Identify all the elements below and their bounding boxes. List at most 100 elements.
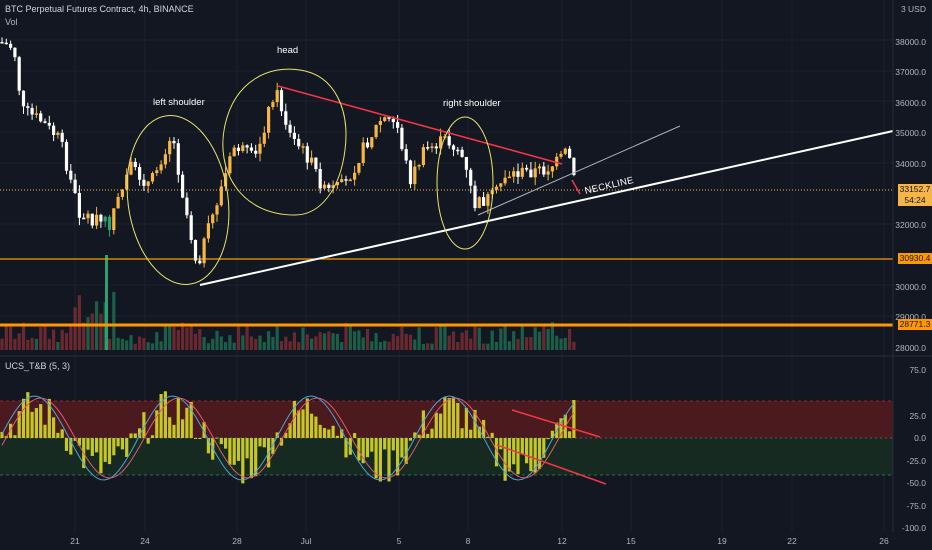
volume-bar [228, 335, 232, 350]
candle-body [310, 157, 314, 163]
candle-body [318, 168, 322, 189]
osc-bar [236, 438, 241, 461]
volume-bar [537, 331, 542, 350]
volume-bar [353, 331, 357, 350]
price-tick: 35000.0 [895, 128, 926, 138]
candle-body [512, 171, 516, 177]
volume-bar [572, 341, 576, 350]
osc-slow-line [1, 397, 575, 479]
osc-bar [430, 428, 434, 438]
candle-body [133, 161, 137, 168]
volume-bar [120, 338, 124, 350]
osc-bar [357, 438, 361, 461]
candle-body [129, 161, 133, 175]
candle-body [30, 107, 34, 115]
volume-bar [555, 335, 559, 350]
currency-label[interactable]: 3 USD [900, 4, 926, 14]
osc-bar [26, 392, 30, 438]
candle-body [284, 111, 288, 125]
volume-bar [125, 340, 129, 350]
volume-bar [292, 332, 296, 350]
candle-body [426, 147, 430, 149]
candle-body [473, 185, 477, 209]
price-candles[interactable] [0, 37, 576, 268]
head-outline [222, 68, 347, 216]
volume-bar [267, 331, 271, 350]
volume-label[interactable]: Vol [5, 17, 18, 27]
candle-body [112, 208, 116, 231]
volume-bar [391, 333, 395, 350]
volume-bar [189, 324, 193, 350]
volume-bar [314, 336, 318, 350]
right-shoulder-label[interactable]: right shoulder [443, 98, 501, 109]
osc-bar [464, 407, 468, 438]
volume-bar [198, 329, 202, 350]
osc-bar [572, 399, 576, 438]
volume-bar [421, 343, 425, 350]
candle-body [322, 184, 327, 189]
candle-body [391, 118, 395, 123]
volume-bar [322, 333, 327, 350]
candle-body [43, 121, 47, 123]
osc-bar [176, 398, 180, 438]
osc-bar [120, 438, 124, 450]
osc-bar [507, 438, 511, 472]
volume-bar [327, 331, 331, 350]
volume-bar [426, 343, 430, 350]
candle-body [168, 140, 172, 155]
volume-bar [69, 323, 73, 350]
candle-body [60, 132, 64, 142]
time-tick: 8 [465, 536, 471, 546]
osc-tick: 0.0 [914, 433, 926, 443]
candle-body [0, 42, 4, 44]
volume-bar [344, 322, 348, 350]
volume-bar [82, 322, 86, 350]
head-label[interactable]: head [277, 45, 299, 56]
volume-bar [262, 342, 266, 350]
osc-bar [56, 432, 60, 438]
osc-bar [116, 438, 120, 447]
indicator-title[interactable]: UCS_T&B (5, 3) [5, 361, 71, 371]
volume-bar [219, 336, 223, 350]
volume-bar [305, 334, 309, 350]
osc-bar [361, 438, 365, 464]
volume-bar [447, 335, 451, 350]
candle-body [267, 106, 271, 133]
volume-bar [546, 328, 550, 350]
bar-countdown-badge: 54:24 [898, 195, 932, 206]
osc-bar [318, 424, 322, 438]
symbol-title[interactable]: BTC Perpetual Futures Contract, 4h, BINA… [5, 4, 194, 14]
volume-bar [370, 341, 374, 350]
candle-body [486, 194, 490, 206]
osc-bar [99, 438, 103, 474]
candle-body [477, 197, 481, 209]
osc-bar [95, 438, 99, 453]
candle-body [206, 223, 210, 239]
osc-bar [52, 417, 56, 438]
osc-bar [503, 438, 507, 481]
pattern-drawings[interactable] [117, 68, 894, 291]
osc-bar [103, 438, 107, 462]
osc-bar [305, 398, 309, 438]
osc-bar [370, 438, 374, 452]
volume-bar [0, 338, 4, 350]
osc-bar [383, 438, 387, 450]
candle-body [301, 146, 305, 148]
candle-body [370, 137, 374, 148]
candle-body [559, 153, 563, 157]
candle-body [439, 136, 443, 149]
candle-body [52, 125, 56, 136]
volume-bar [473, 325, 477, 350]
candle-body [365, 142, 370, 148]
candle-body [189, 215, 193, 240]
volume-bar [271, 336, 275, 350]
volume-bar [34, 338, 38, 350]
volume-bar [224, 342, 228, 350]
osc-bar [421, 410, 425, 438]
osc-bar [546, 438, 550, 440]
volume-bar [77, 295, 81, 350]
left-shoulder-label[interactable]: left shoulder [153, 97, 205, 108]
volume-bar [138, 336, 142, 350]
osc-bar [13, 435, 17, 438]
